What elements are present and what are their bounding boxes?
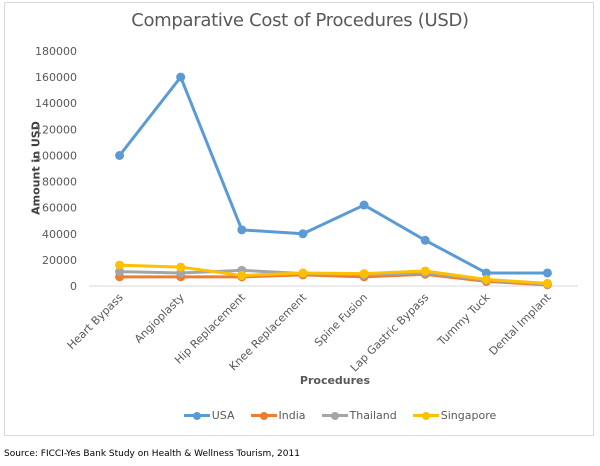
y-tick-label: 180000: [35, 45, 77, 58]
y-tick-label: 0: [70, 280, 77, 293]
y-tick-label: 120000: [35, 123, 77, 136]
legend-label: Thailand: [349, 409, 397, 422]
legend-marker-icon: [412, 411, 439, 420]
y-tick-label: 40000: [42, 228, 77, 241]
source-note: Source: FICCI-Yes Bank Study on Health &…: [4, 449, 300, 459]
y-tick-label: 140000: [35, 97, 77, 110]
legend-item-singapore: Singapore: [412, 409, 497, 422]
legend-marker-icon: [321, 411, 348, 420]
legend-label: Singapore: [440, 409, 497, 422]
x-tick-label: Angioplasty: [132, 291, 187, 346]
x-tick-label: Heart Bypass: [65, 291, 126, 352]
data-point-usa: [237, 225, 247, 235]
x-tick-label: Spine Fusion: [312, 291, 370, 349]
data-point-singapore: [481, 274, 491, 284]
legend-item-india: India: [250, 409, 306, 422]
y-tick-label: 60000: [42, 202, 77, 215]
legend-marker-icon: [183, 411, 210, 420]
x-tick-label: Tummy Tuck: [435, 290, 493, 348]
data-point-singapore: [237, 271, 247, 281]
legend-label: India: [278, 409, 306, 422]
data-point-singapore: [176, 262, 186, 272]
data-point-singapore: [542, 278, 552, 288]
y-tick-label: 100000: [35, 149, 77, 162]
data-point-usa: [359, 200, 369, 210]
data-point-singapore: [298, 268, 308, 278]
data-point-thailand: [115, 267, 125, 277]
chart-frame: [4, 2, 594, 436]
y-tick-label: 20000: [42, 254, 77, 267]
legend-marker-icon: [250, 411, 277, 420]
data-point-usa: [176, 72, 186, 82]
data-point-singapore: [359, 269, 369, 279]
legend-item-thailand: Thailand: [321, 409, 397, 422]
data-point-usa: [542, 268, 552, 278]
x-axis-title: Procedures: [299, 374, 371, 387]
data-point-usa: [420, 235, 430, 245]
y-tick-label: 80000: [42, 176, 77, 189]
y-tick-label: 160000: [35, 71, 77, 84]
series-line-singapore: [118, 263, 549, 285]
legend-item-usa: USA: [183, 409, 235, 422]
chart-title: Comparative Cost of Procedures (USD): [131, 10, 469, 31]
data-point-singapore: [420, 266, 430, 276]
legend-label: USA: [211, 409, 235, 422]
data-point-singapore: [115, 260, 125, 270]
series-line-usa: [118, 75, 549, 275]
legend: USA India Thailand Singapore: [0, 409, 600, 422]
data-point-usa: [298, 229, 308, 239]
x-tick-label: Dental Implant: [486, 290, 554, 358]
data-point-usa: [115, 150, 125, 160]
data-point-usa: [481, 268, 491, 278]
